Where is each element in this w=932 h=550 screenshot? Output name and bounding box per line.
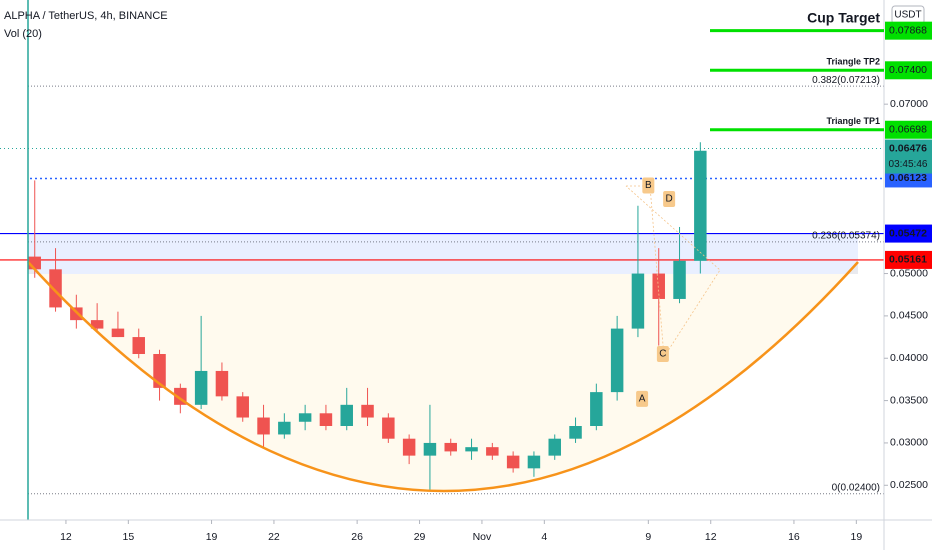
x-tick-label: 26 — [351, 531, 363, 543]
target-label-bg — [885, 120, 932, 139]
price-label-bg — [885, 250, 932, 269]
triangle-pattern — [625, 185, 721, 359]
cup-curve — [27, 261, 859, 493]
candle-body — [423, 442, 437, 456]
candle-body — [236, 396, 249, 418]
x-tick-label: 16 — [788, 531, 800, 543]
last-price-bg — [885, 139, 932, 174]
candle-body — [527, 455, 541, 469]
candle-body — [631, 273, 645, 329]
candle-body — [340, 404, 353, 426]
y-tick-label: 0.04000 — [890, 352, 928, 364]
y-tick-label: 0.07000 — [890, 98, 928, 110]
candle-body — [111, 328, 125, 338]
candle-body — [153, 354, 166, 388]
pattern-label: D — [666, 194, 673, 205]
pattern-point — [656, 346, 669, 363]
y-tick-label: 0.04500 — [890, 310, 928, 322]
pattern-point — [636, 390, 649, 407]
candle-body — [382, 417, 395, 439]
x-tick-label: 29 — [414, 531, 426, 543]
candle-body — [278, 421, 291, 435]
candle-body — [132, 337, 145, 355]
x-tick-label: 4 — [541, 531, 547, 543]
x-tick-label: Nov — [473, 531, 492, 543]
x-tick-label: 19 — [850, 531, 862, 543]
price-label: 0.05161 — [889, 254, 927, 266]
last-price-label: 0.06476 — [889, 142, 927, 154]
target-name: Cup Target — [807, 9, 880, 25]
candle-body — [569, 425, 582, 439]
candle-body — [90, 320, 104, 329]
x-tick-label: 15 — [122, 531, 134, 543]
x-tick-label: 12 — [705, 531, 717, 543]
volume-label: Vol (20) — [4, 28, 42, 40]
candle-body — [319, 413, 333, 426]
candle-body — [194, 370, 208, 405]
candle-body — [215, 370, 229, 397]
target-name: Triangle TP1 — [826, 116, 880, 126]
candle-body — [444, 442, 457, 452]
fib-label: 0(0.02400) — [832, 482, 880, 493]
x-tick-label: 9 — [645, 531, 651, 543]
pattern-point — [642, 177, 655, 194]
price-label-bg — [885, 224, 932, 243]
price-label-bg — [885, 169, 932, 188]
y-tick-label: 0.03500 — [890, 394, 928, 406]
x-tick-label: 22 — [268, 531, 280, 543]
target-label: 0.07400 — [889, 64, 927, 76]
candle-body — [49, 269, 62, 308]
candle-body — [506, 455, 520, 469]
currency: USDT — [894, 10, 921, 21]
pattern-label: B — [645, 180, 652, 191]
candle-body — [590, 392, 603, 426]
x-tick-label: 19 — [206, 531, 218, 543]
price-label: 0.06123 — [889, 172, 927, 184]
candle-body — [548, 438, 561, 456]
target-label-bg — [885, 21, 932, 40]
y-tick-label: 0.02500 — [890, 479, 928, 491]
price-label: 0.05472 — [889, 227, 927, 239]
candle-body — [694, 150, 707, 261]
countdown: 03:45:46 — [889, 159, 928, 170]
candle-body — [610, 328, 624, 393]
target-name: Triangle TP2 — [826, 57, 880, 67]
symbol-title: ALPHA / TetherUS, 4h, BINANCE — [4, 10, 168, 22]
target-label: 0.06698 — [889, 124, 927, 136]
pattern-point — [663, 191, 676, 208]
zone — [28, 233, 858, 274]
x-tick-label: 12 — [60, 531, 72, 543]
candle-body — [257, 417, 270, 435]
target-label-bg — [885, 61, 932, 80]
pattern-label: C — [659, 349, 666, 360]
y-tick-label: 0.05000 — [890, 267, 928, 279]
pattern-label: A — [639, 394, 646, 405]
candle-body — [652, 273, 665, 299]
candle-body — [298, 413, 312, 422]
y-tick-label: 0.03000 — [890, 437, 928, 449]
candle-body — [361, 404, 374, 418]
candle-body — [402, 438, 416, 456]
fib-label: 0.382(0.07213) — [812, 75, 880, 86]
candle-body — [465, 447, 478, 452]
target-label: 0.07868 — [889, 24, 927, 36]
candle-body — [486, 447, 499, 456]
fib-label: 0.236(0.05374) — [812, 231, 880, 242]
candle-body — [673, 260, 686, 299]
